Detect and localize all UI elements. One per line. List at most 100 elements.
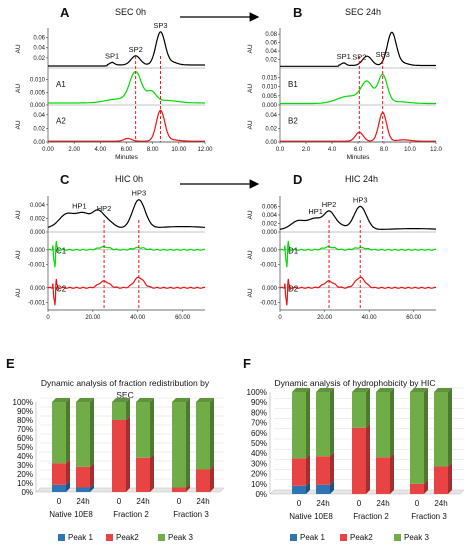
y-tick-label: 20% xyxy=(251,470,267,479)
legend-label: Peak 1 xyxy=(300,533,325,542)
y-tick-label: 50% xyxy=(251,439,267,448)
bar-segment-side xyxy=(306,454,310,486)
bar-segment-side xyxy=(448,388,452,467)
trace-label: A1 xyxy=(56,80,66,89)
group-label: Fraction 3 xyxy=(411,512,447,521)
y-tick-label: 0.000 xyxy=(30,103,46,109)
x-tick-label: 6.0 xyxy=(354,147,363,153)
legend-swatch xyxy=(58,534,65,541)
peak-label: SP1 xyxy=(337,52,351,61)
bar-segment-peak3 xyxy=(172,402,186,488)
x-tick-label: 8.0 xyxy=(380,147,389,153)
y-tick-label: 0.04 xyxy=(265,49,277,55)
y-tick-label: 100% xyxy=(247,388,267,397)
y-tick-label: 0.002 xyxy=(262,222,278,228)
bar-segment-peak2 xyxy=(376,457,390,494)
x-tick-label: 20.00 xyxy=(85,315,101,321)
x-tick-label: 40.00 xyxy=(130,315,146,321)
legend-swatch xyxy=(340,534,347,541)
peak-label: HP1 xyxy=(308,207,323,216)
category-label: 0 xyxy=(57,497,62,506)
category-label: 0 xyxy=(177,497,182,506)
y-tick-label: 0.04 xyxy=(265,113,277,119)
y-tick-label: 0.000 xyxy=(262,286,278,292)
trace-label: D1 xyxy=(288,246,299,255)
bar-top xyxy=(52,398,70,402)
y-tick-label: 30% xyxy=(17,461,33,470)
legend-label: Peak2 xyxy=(116,533,139,542)
chromatogram-trace-d2 xyxy=(279,276,437,306)
group-label: Fraction 3 xyxy=(173,510,209,519)
bar-segment-peak1 xyxy=(76,487,90,492)
y-axis-label: AU xyxy=(247,250,254,259)
x-tick-label: 20.00 xyxy=(317,315,333,321)
trace-label: C1 xyxy=(56,246,67,255)
bar-segment-side xyxy=(330,452,334,485)
bar-segment-side xyxy=(90,462,94,488)
bar-segment-side xyxy=(330,388,334,457)
x-tick-label: 0.0 xyxy=(276,147,285,153)
panel-c-letter: C xyxy=(60,172,70,187)
bar-segment-peak3 xyxy=(52,402,66,464)
x-tick-label: 0.00 xyxy=(42,147,54,153)
peak-label: HP3 xyxy=(132,189,147,198)
bar-segment-peak3 xyxy=(76,402,90,467)
bar-segment-side xyxy=(90,483,94,492)
bar-top xyxy=(352,388,370,392)
y-tick-label: 0.06 xyxy=(33,36,45,42)
bar-segment-side xyxy=(210,465,214,492)
bar-segment-peak2 xyxy=(172,487,186,492)
y-tick-label: 0.004 xyxy=(30,203,46,209)
x-tick-label: 10.00 xyxy=(171,147,187,153)
y-tick-label: 0.04 xyxy=(33,46,45,52)
bar-top xyxy=(196,398,214,402)
chromatogram-trace-b2 xyxy=(280,111,436,142)
y-tick-label: 60% xyxy=(251,429,267,438)
bar-chart-layer: 0%10%20%30%40%50%60%70%80%90%100%0 24h 0 24… xyxy=(13,387,465,542)
y-tick-label: 0.02 xyxy=(265,58,277,64)
bar-chart-f: 0%10%20% 30%40%50%60%70% 80%90%100% 0 24h 0 24… xyxy=(247,387,465,542)
bar-segment-side xyxy=(306,388,310,459)
y-tick-label: 40% xyxy=(17,452,33,461)
y-axis-label: AU xyxy=(247,210,254,219)
bar-segment-side xyxy=(186,483,190,492)
x-tick-label: 4.0 xyxy=(328,147,337,153)
y-axis-label: AU xyxy=(15,288,22,297)
bar-segment-side xyxy=(306,481,310,494)
y-tick-label: 0% xyxy=(21,488,33,497)
x-tick-label: 4.00 xyxy=(94,147,106,153)
bar-segment-side xyxy=(66,398,70,464)
bar-top xyxy=(112,398,130,402)
panel-c-title: HIC 0h xyxy=(115,174,143,184)
y-tick-label: 0.00 xyxy=(265,140,277,146)
y-tick-label: -0.001 xyxy=(260,301,278,307)
peak-label: SP1 xyxy=(105,51,119,60)
bar-top xyxy=(136,398,154,402)
panel-f-title: Dynamic analysis of hydrophobicity by HI… xyxy=(274,378,435,388)
bar-chart-e: 0%10%20%30%40%50%60%70%80%90%100% 0 24h 0 24… xyxy=(13,397,225,542)
bar-segment-side xyxy=(186,398,190,488)
y-tick-label: 50% xyxy=(17,443,33,452)
x-tick-label: 2.0 xyxy=(302,147,311,153)
chromatogram-trace-total xyxy=(280,31,436,67)
category-label: 24h xyxy=(136,497,149,506)
y-tick-label: 80% xyxy=(17,416,33,425)
bar-segment-side xyxy=(126,398,130,420)
bar-segment-peak1 xyxy=(316,484,330,494)
bar-segment-side xyxy=(366,423,370,494)
x-tick-label: 0 xyxy=(278,315,282,321)
y-tick-label: 0.010 xyxy=(262,85,278,91)
legend-swatch xyxy=(394,534,401,541)
panel-d-letter: D xyxy=(293,172,302,187)
bar-segment-peak3 xyxy=(136,402,150,458)
trace-label: D2 xyxy=(288,284,299,293)
y-tick-label: 10% xyxy=(251,480,267,489)
trace-label: C2 xyxy=(56,284,67,293)
group-label: Native 10E8 xyxy=(49,510,93,519)
chromatogram-layer: 0.020.040.06AUSP1SP2SP30.0000.0050.010AU… xyxy=(15,21,442,321)
chromatogram-trace-b1 xyxy=(280,73,436,105)
y-tick-label: 0.005 xyxy=(262,94,278,100)
y-tick-label: 0.005 xyxy=(30,90,46,96)
